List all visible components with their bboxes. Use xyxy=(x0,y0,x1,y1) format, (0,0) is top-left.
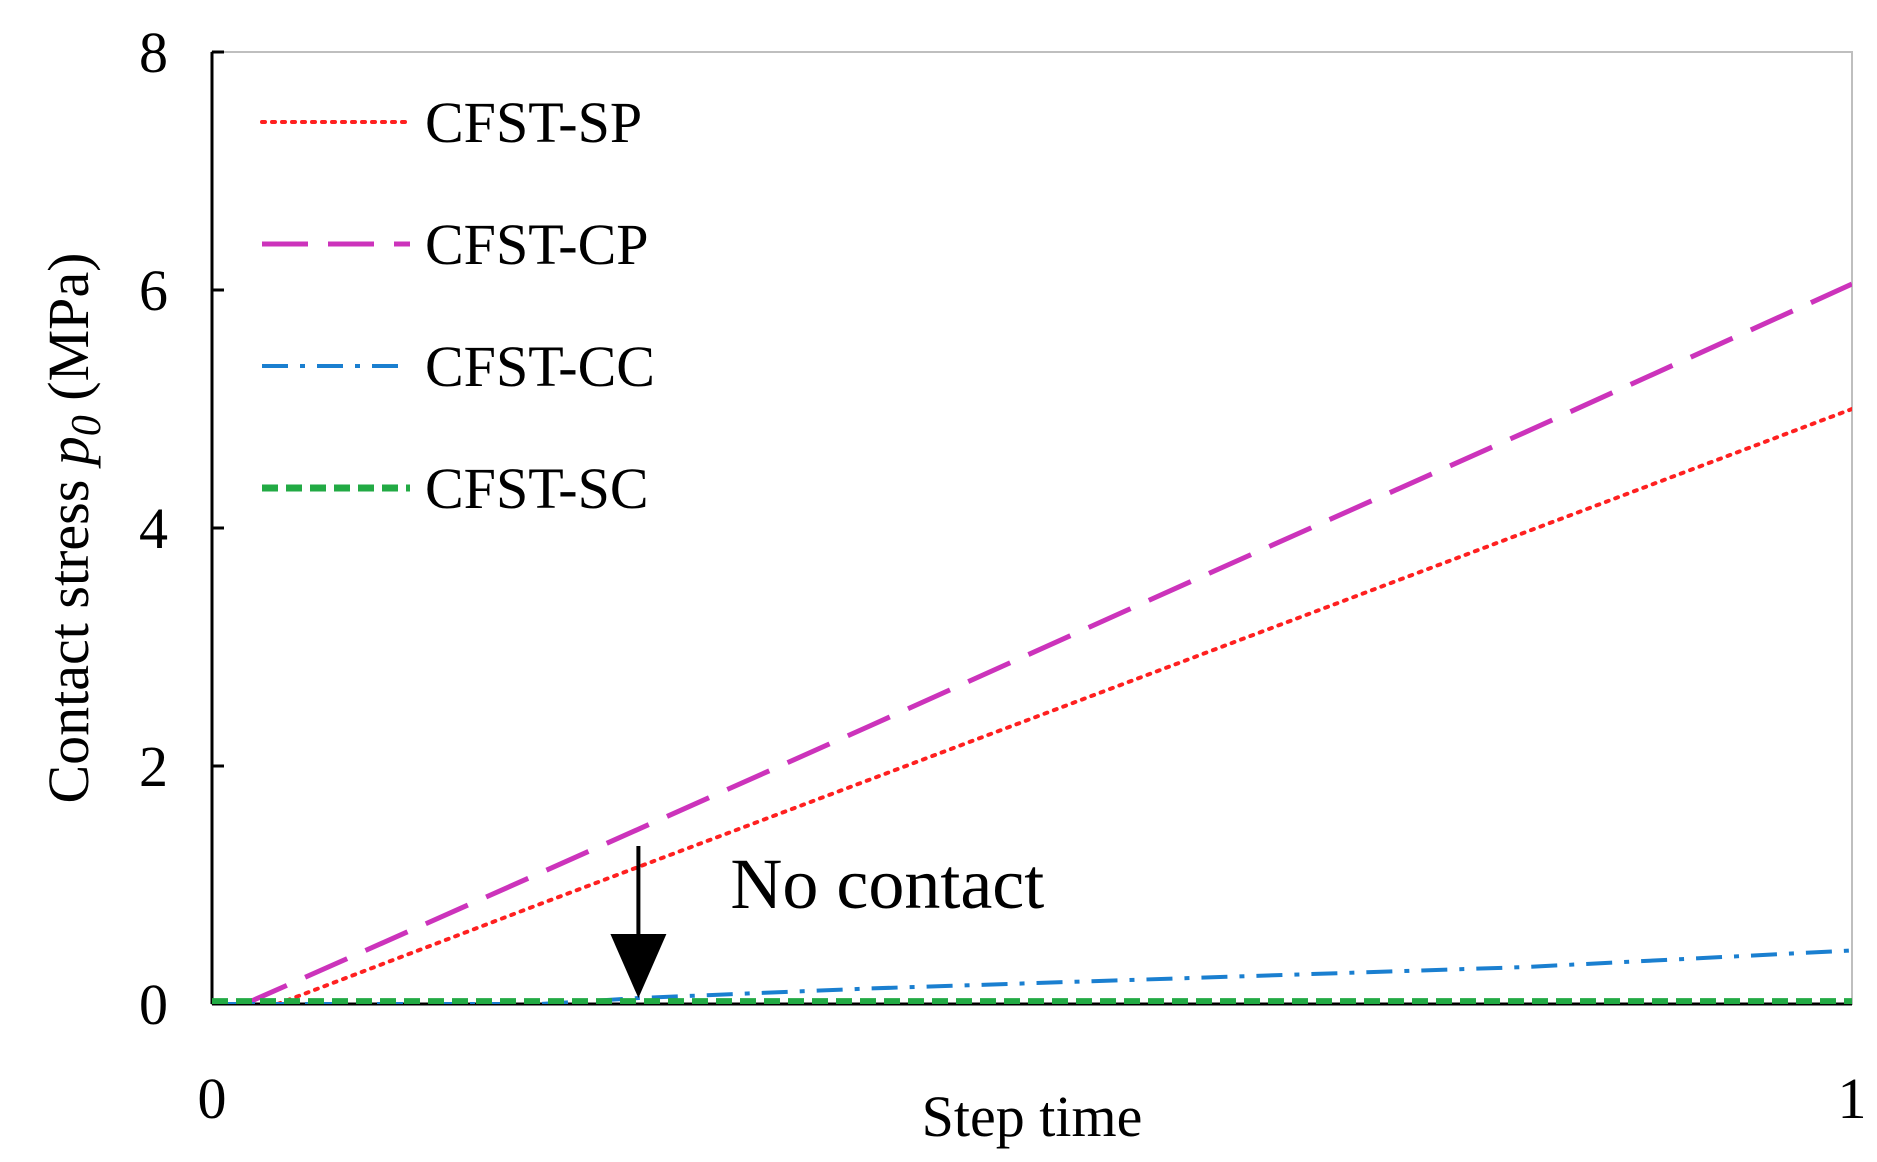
y-tick-label: 4 xyxy=(139,496,168,561)
x-tick-label: 1 xyxy=(1838,1066,1867,1131)
y-axis-label-prefix: Contact stress xyxy=(36,465,101,803)
y-tick-label: 8 xyxy=(139,20,168,85)
legend: CFST-SP CFST-CP CFST-CC CFST-SC xyxy=(260,90,655,521)
legend-label-cfst-sc: CFST-SC xyxy=(425,456,649,521)
y-axis-label: Contact stress p0 (MPa) xyxy=(36,253,110,804)
legend-label-cfst-cc: CFST-CC xyxy=(425,334,655,399)
no-contact-label: No contact xyxy=(730,844,1044,924)
series-line-cfst-cp xyxy=(243,281,1852,1004)
y-axis-label-suffix: (MPa) xyxy=(36,253,101,416)
x-axis-label: Step time xyxy=(922,1084,1143,1149)
legend-label-cfst-cp: CFST-CP xyxy=(425,212,649,277)
no-contact-annotation: No contact xyxy=(610,844,1044,999)
series-line-cfst-cc xyxy=(212,948,1852,1004)
y-axis-label-subscript: 0 xyxy=(64,415,110,436)
legend-label-cfst-sp: CFST-SP xyxy=(425,90,642,155)
x-tick-label: 0 xyxy=(198,1066,227,1131)
y-tick-label: 6 xyxy=(139,258,168,323)
series-layer xyxy=(212,281,1852,1004)
y-tick-label: 2 xyxy=(139,734,168,799)
y-axis-label-symbol: p xyxy=(36,436,101,469)
series-line-cfst-sp xyxy=(275,407,1852,1004)
y-tick-label: 0 xyxy=(139,972,168,1037)
arrow-down-icon xyxy=(610,934,667,999)
